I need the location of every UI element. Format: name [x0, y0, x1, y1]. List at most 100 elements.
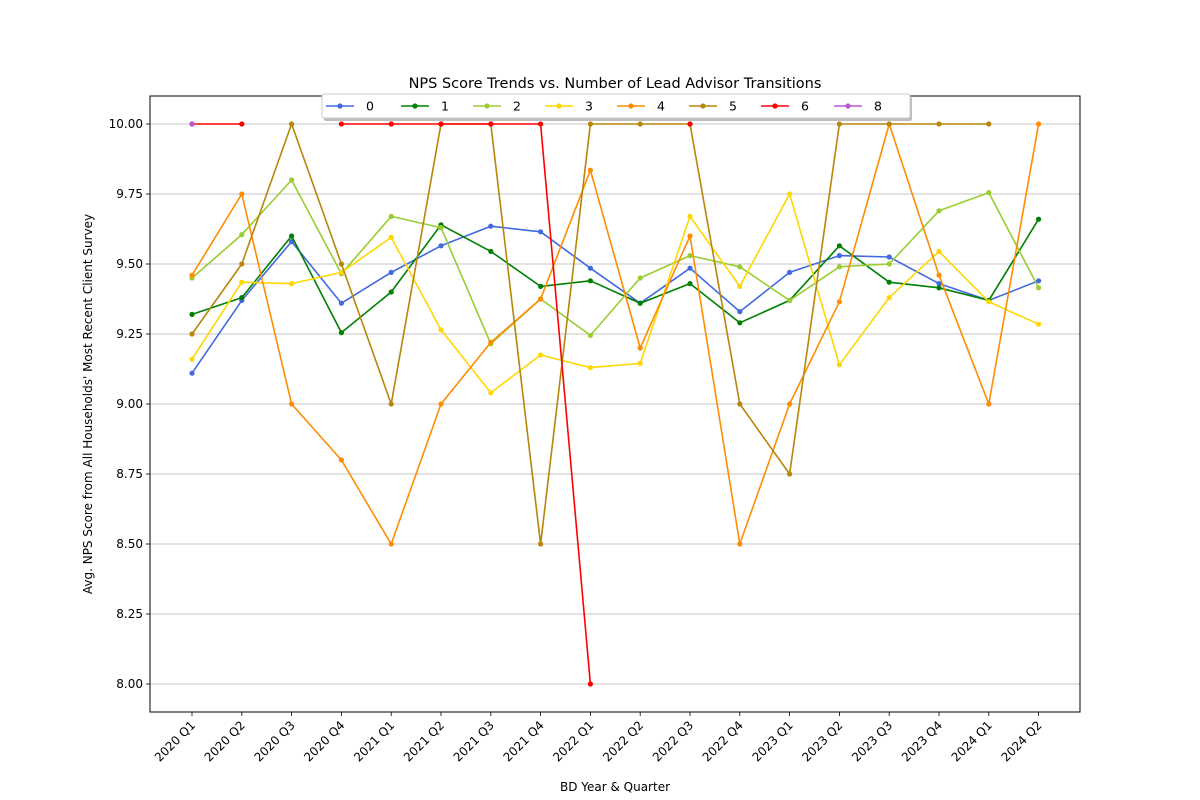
chart-title: NPS Score Trends vs. Number of Lead Advi… — [409, 76, 822, 92]
data-point — [239, 295, 245, 301]
data-point — [836, 253, 843, 259]
data-point — [338, 300, 344, 306]
data-point — [936, 121, 942, 127]
legend-swatch-marker — [337, 103, 343, 109]
series-line — [191, 225, 1039, 374]
y-tick-label: 9.75 — [116, 187, 143, 201]
legend-swatch-marker — [484, 103, 490, 109]
series-line — [191, 193, 1039, 394]
data-point — [338, 261, 344, 267]
data-point — [886, 279, 892, 285]
data-point — [289, 121, 295, 127]
data-point — [787, 269, 793, 275]
x-axis-title: BD Year & Quarter — [560, 780, 670, 794]
data-point — [538, 283, 544, 289]
data-point — [936, 272, 942, 278]
data-point — [936, 281, 942, 287]
data-point — [289, 239, 295, 245]
series-layer — [189, 121, 1042, 687]
legend-entry-2: 2 — [473, 99, 521, 114]
data-point — [886, 295, 892, 301]
data-point — [488, 121, 494, 127]
data-point — [239, 261, 245, 267]
legend: 0 1 2 3 4 5 6 8 — [321, 93, 912, 121]
data-point — [538, 352, 544, 358]
data-point — [787, 401, 793, 407]
data-point — [338, 457, 344, 463]
data-point — [886, 261, 892, 267]
data-point — [886, 121, 892, 127]
data-point — [289, 401, 295, 407]
data-point — [737, 309, 743, 315]
data-point — [1036, 285, 1042, 291]
y-axis: 8.00 8.25 8.50 8.75 9.00 9.25 9.50 9.75 10.00 — [109, 117, 150, 691]
legend-swatch-marker — [556, 103, 562, 109]
data-point — [737, 320, 743, 326]
data-point — [936, 208, 942, 214]
data-point — [1036, 278, 1042, 284]
legend-entry-6: 6 — [761, 99, 809, 114]
data-point — [587, 681, 594, 687]
data-point — [587, 278, 594, 284]
legend-swatch-marker — [772, 103, 778, 109]
data-point — [189, 311, 195, 317]
data-point — [289, 281, 295, 287]
legend-entry-8: 8 — [834, 99, 882, 114]
data-point — [587, 365, 594, 371]
series-line — [191, 218, 1040, 334]
legend-entry-5: 5 — [689, 99, 737, 114]
data-point — [637, 345, 643, 351]
data-point — [737, 283, 743, 289]
data-point — [488, 248, 494, 254]
data-point — [687, 233, 693, 239]
data-point — [637, 360, 643, 366]
data-point — [338, 330, 344, 336]
data-point — [587, 332, 594, 338]
legend-swatch-marker — [412, 103, 418, 109]
data-point — [388, 234, 394, 240]
data-point — [488, 390, 494, 396]
data-point — [488, 223, 494, 229]
data-point — [438, 225, 444, 231]
data-point — [886, 254, 892, 260]
y-tick-label: 8.75 — [116, 467, 143, 481]
data-point — [538, 541, 544, 547]
data-point — [438, 327, 444, 333]
data-point — [936, 285, 942, 291]
data-point — [836, 243, 843, 249]
data-point — [787, 297, 793, 303]
series-4 — [189, 121, 1042, 547]
data-point — [388, 121, 394, 127]
data-point — [388, 541, 394, 547]
legend-entry-0: 0 — [326, 99, 374, 114]
legend-label: 5 — [729, 99, 737, 114]
y-tick-label: 8.00 — [116, 677, 143, 691]
series-0 — [189, 223, 1042, 376]
data-point — [239, 121, 245, 127]
data-point — [388, 269, 394, 275]
data-point — [787, 471, 793, 477]
y-tick-label: 9.50 — [116, 257, 143, 271]
legend-entry-3: 3 — [545, 99, 593, 114]
y-tick-label: 9.00 — [116, 397, 143, 411]
data-point — [836, 362, 843, 368]
data-point — [587, 167, 594, 173]
legend-swatch-marker — [628, 103, 634, 109]
data-point — [986, 190, 992, 196]
legend-label: 3 — [585, 99, 593, 114]
data-point — [737, 264, 743, 270]
data-point — [587, 265, 594, 271]
data-point — [737, 401, 743, 407]
data-point — [538, 229, 544, 235]
data-point — [239, 279, 245, 285]
data-point — [189, 370, 195, 376]
data-point — [687, 281, 693, 287]
y-axis-title: Avg. NPS Score from All Households' Most… — [81, 214, 95, 594]
data-point — [538, 121, 544, 127]
data-point — [189, 356, 195, 362]
data-point — [587, 121, 594, 127]
data-point — [289, 233, 295, 239]
legend-label: 6 — [801, 99, 809, 114]
data-point — [836, 264, 843, 270]
